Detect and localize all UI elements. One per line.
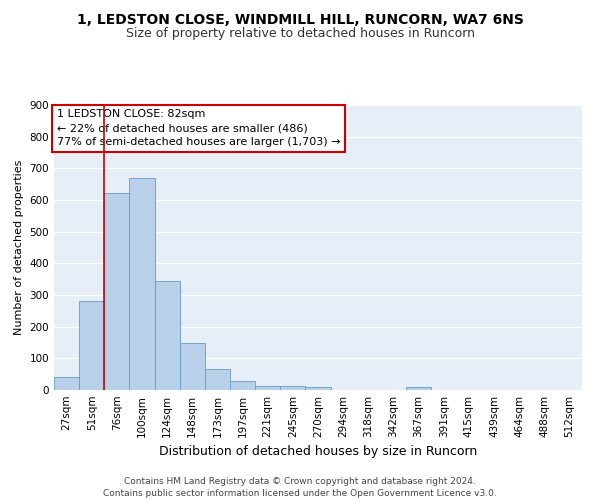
Bar bbox=[280, 386, 305, 390]
Bar bbox=[305, 387, 331, 390]
Bar bbox=[155, 281, 180, 390]
Y-axis label: Number of detached properties: Number of detached properties bbox=[14, 160, 24, 335]
Bar bbox=[255, 386, 280, 390]
Bar bbox=[130, 178, 155, 390]
Bar bbox=[230, 381, 255, 390]
Text: Size of property relative to detached houses in Runcorn: Size of property relative to detached ho… bbox=[125, 28, 475, 40]
X-axis label: Distribution of detached houses by size in Runcorn: Distribution of detached houses by size … bbox=[159, 446, 477, 458]
Bar bbox=[104, 193, 130, 390]
Bar bbox=[205, 370, 230, 390]
Bar bbox=[180, 343, 205, 390]
Bar bbox=[79, 302, 104, 390]
Bar bbox=[406, 388, 431, 390]
Text: 1 LEDSTON CLOSE: 82sqm
← 22% of detached houses are smaller (486)
77% of semi-de: 1 LEDSTON CLOSE: 82sqm ← 22% of detached… bbox=[56, 110, 340, 148]
Text: Contains HM Land Registry data © Crown copyright and database right 2024.
Contai: Contains HM Land Registry data © Crown c… bbox=[103, 476, 497, 498]
Text: 1, LEDSTON CLOSE, WINDMILL HILL, RUNCORN, WA7 6NS: 1, LEDSTON CLOSE, WINDMILL HILL, RUNCORN… bbox=[77, 12, 523, 26]
Bar bbox=[54, 378, 79, 390]
